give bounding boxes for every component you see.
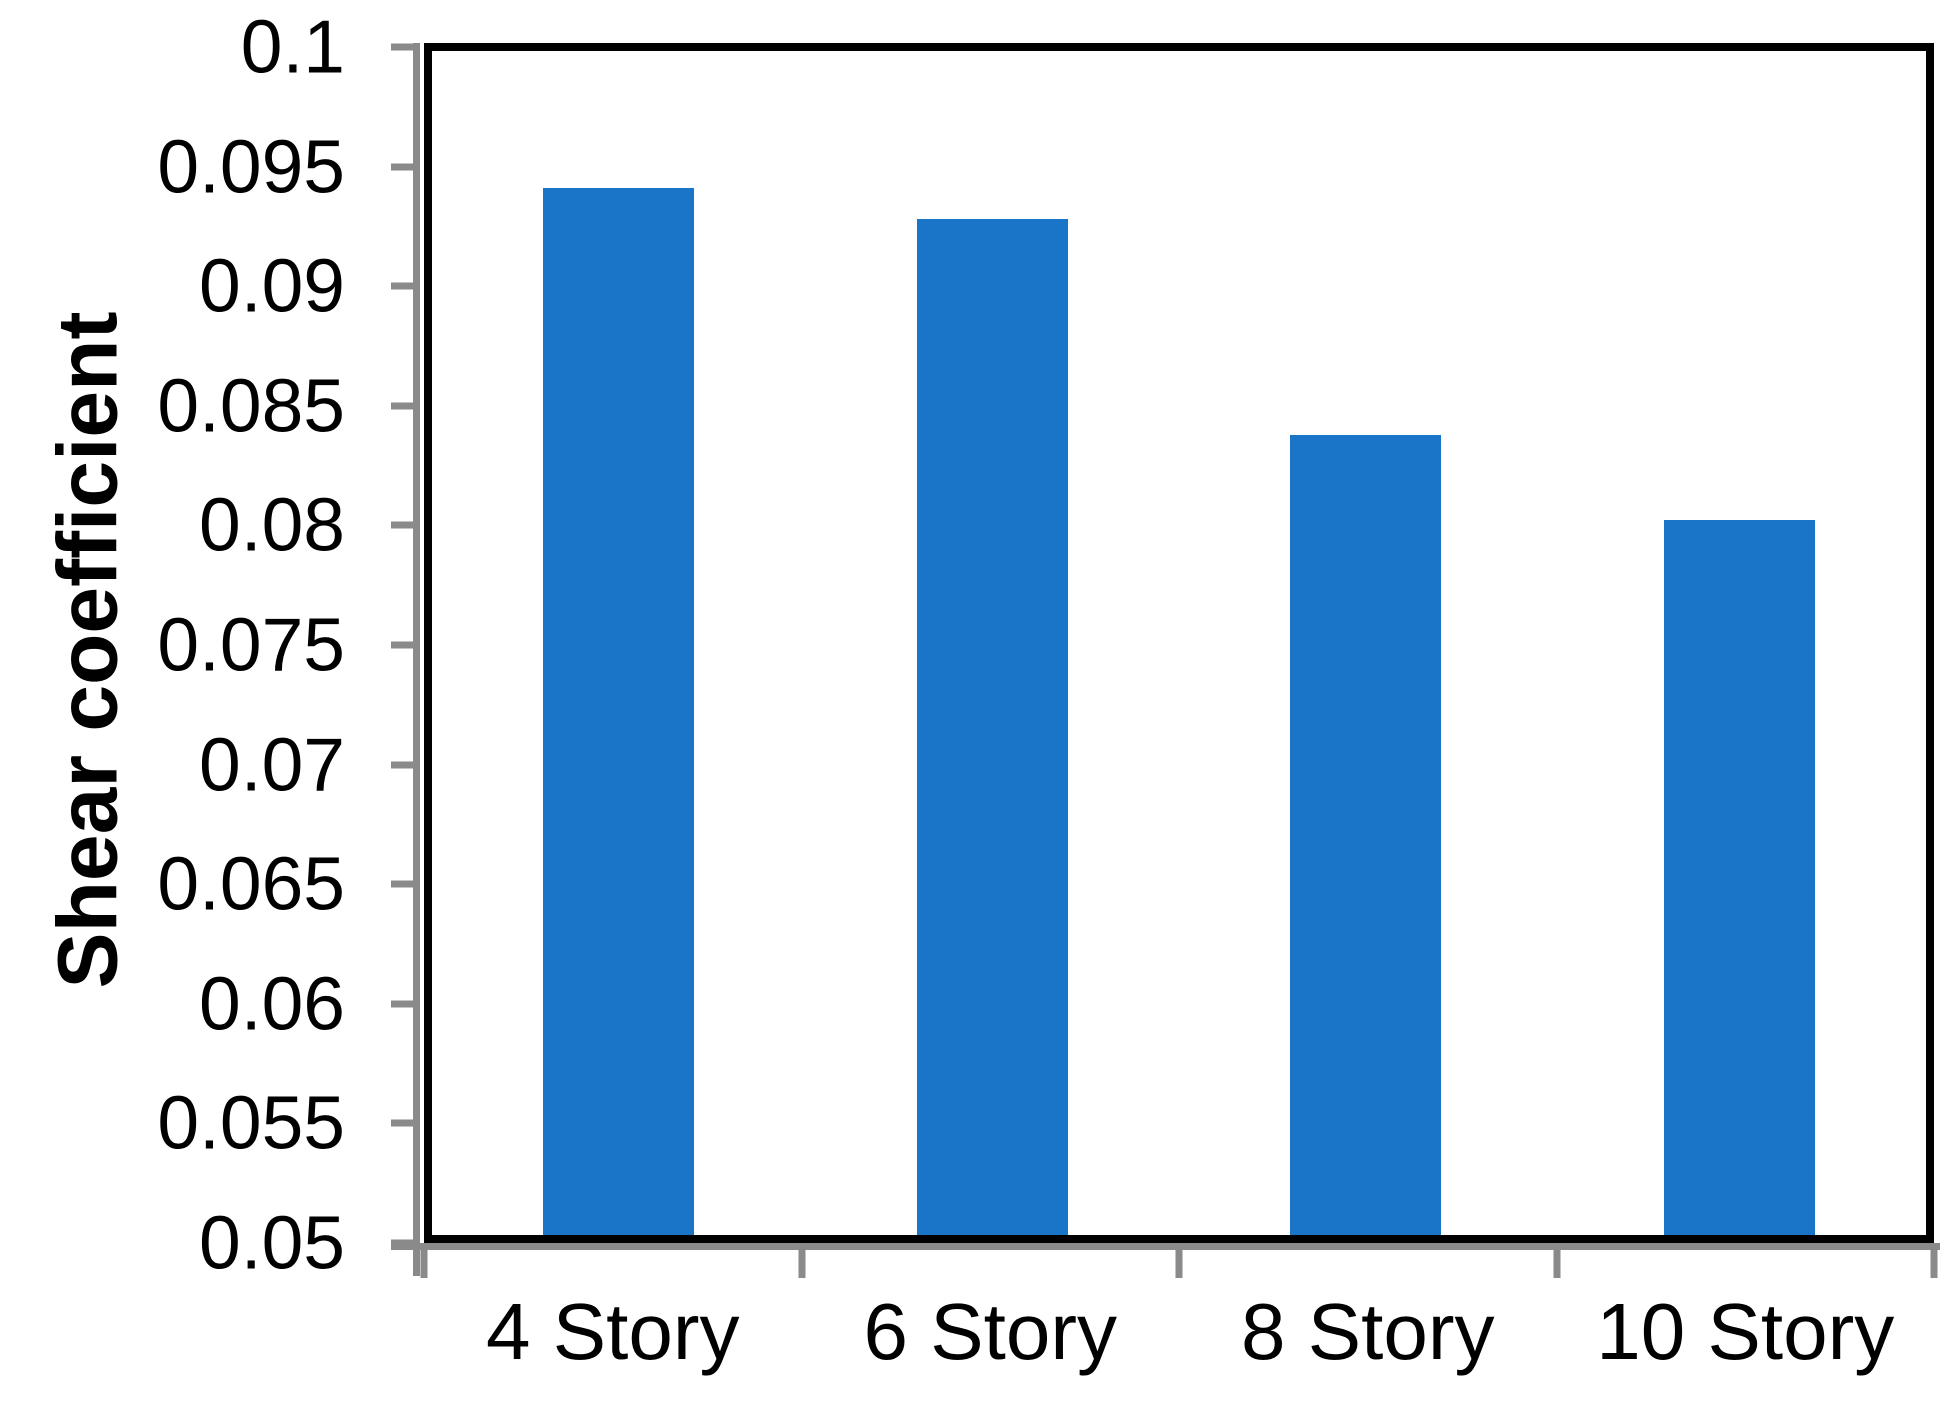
y-tick-mark	[391, 1239, 418, 1247]
y-tick-label: 0.05	[199, 1200, 345, 1285]
y-axis-line	[413, 43, 420, 1276]
bar-10-story	[1663, 519, 1815, 1235]
x-tick-mark	[1553, 1250, 1560, 1278]
y-tick-label: 0.095	[157, 124, 345, 209]
bar-6-story	[916, 219, 1068, 1235]
x-axis-tick-labels: 4 Story 6 Story 8 Story 10 Story	[424, 1292, 1934, 1372]
y-tick-mark	[391, 521, 418, 529]
x-tick-mark	[420, 1250, 428, 1278]
bar-slot	[432, 51, 806, 1235]
x-tick-mark	[1930, 1250, 1938, 1278]
x-tick-mark	[1175, 1250, 1183, 1278]
bar-8-story	[1290, 434, 1442, 1235]
x-axis-line	[391, 1243, 1940, 1250]
plot-area-bars	[432, 51, 1926, 1235]
y-tick-mark	[391, 641, 418, 649]
bar-slot	[1179, 51, 1553, 1235]
x-tick-label: 8 Story	[1241, 1287, 1495, 1376]
y-tick-label: 0.09	[199, 243, 345, 328]
x-tick-label: 10 Story	[1596, 1287, 1895, 1376]
y-tick-label: 0.085	[157, 363, 345, 448]
y-tick-mark	[391, 282, 418, 290]
y-tick-mark	[391, 1000, 418, 1008]
y-tick-label: 0.08	[199, 482, 345, 567]
x-axis-tick-marks	[420, 1250, 1938, 1278]
x-tick-label: 4 Story	[486, 1287, 740, 1376]
y-tick-label: 0.1	[240, 4, 345, 89]
y-tick-mark	[391, 43, 418, 51]
bar-slot	[806, 51, 1180, 1235]
y-tick-mark	[391, 163, 418, 171]
y-tick-mark	[391, 402, 418, 410]
bar-4-story	[543, 188, 695, 1235]
y-tick-label: 0.055	[157, 1080, 345, 1165]
y-axis-tick-marks	[391, 43, 418, 1247]
bar-slot	[1553, 51, 1927, 1235]
y-tick-label: 0.07	[199, 722, 345, 807]
x-tick-mark	[798, 1250, 805, 1278]
y-axis-tick-labels: 0.1 0.095 0.09 0.085 0.08 0.075 0.07 0.065 0.06 0…	[0, 9, 345, 1280]
y-tick-mark	[391, 761, 418, 769]
y-tick-label: 0.065	[157, 841, 345, 926]
y-tick-mark	[391, 880, 418, 888]
y-tick-mark	[391, 1119, 418, 1127]
y-tick-label: 0.06	[199, 961, 345, 1046]
x-tick-label: 6 Story	[863, 1287, 1117, 1376]
y-tick-label: 0.075	[157, 602, 345, 687]
